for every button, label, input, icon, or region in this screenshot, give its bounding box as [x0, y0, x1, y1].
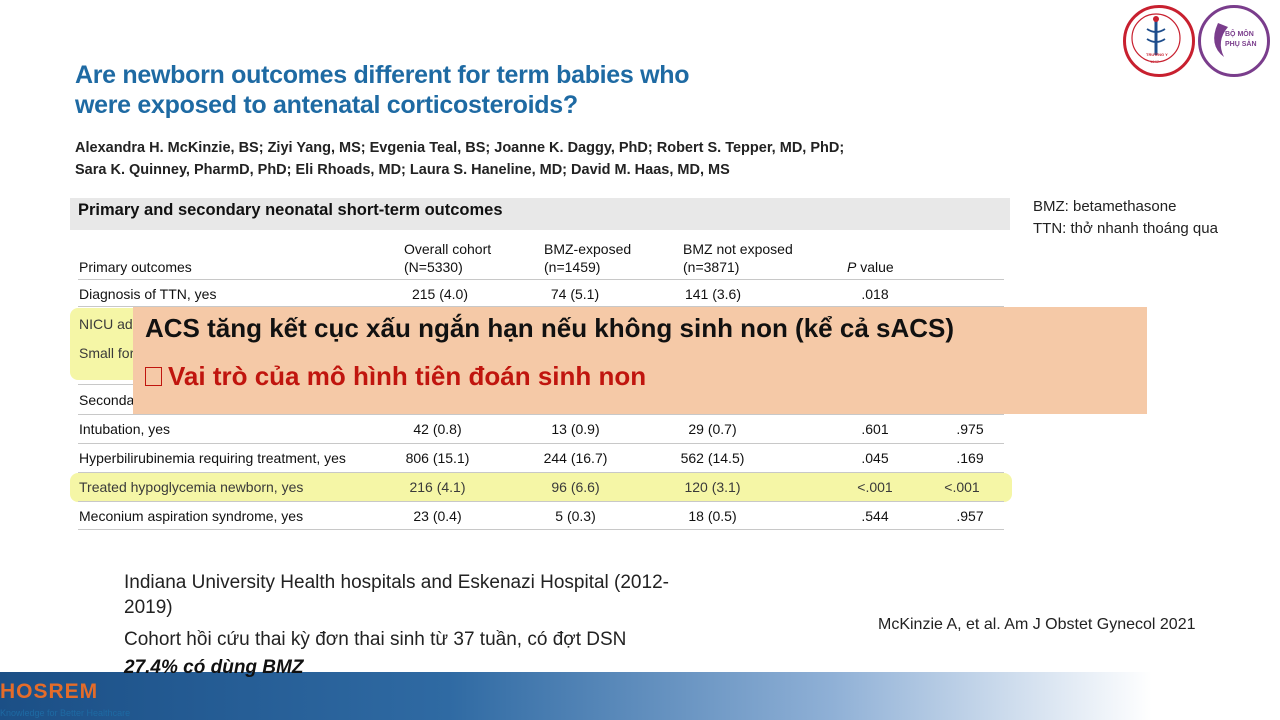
row-p-adjusted: .169: [956, 450, 984, 466]
row-divider: [78, 306, 1004, 307]
row-overall: 216 (4.1): [409, 479, 466, 495]
cohort-line4: 27.4% có dùng BMZ: [124, 657, 304, 678]
row-label: Intubation, yes: [79, 421, 171, 437]
column-header-overall-n: (N=5330): [404, 259, 463, 275]
table-caption-bar: Primary and secondary neonatal short-ter…: [70, 198, 1010, 230]
column-header-p-value: P value: [847, 258, 894, 276]
row-divider: [78, 443, 1004, 444]
row-ttn-bmz: 74 (5.1): [550, 286, 600, 302]
paper-title-line2: were exposed to antenatal corticosteroid…: [75, 91, 578, 119]
p-rest: value: [856, 259, 894, 275]
row-p-adjusted: .975: [956, 421, 984, 437]
paper-title: Are newborn outcomes different for term …: [75, 60, 795, 120]
column-header-bmz: BMZ-exposed (n=1459): [544, 240, 631, 276]
column-header-bmz-n: (n=1459): [544, 259, 601, 275]
column-header-overall-label: Overall cohort: [404, 241, 492, 257]
row-ttn-not-bmz: 141 (3.6): [684, 286, 742, 302]
column-header-bmz-label: BMZ-exposed: [544, 241, 632, 257]
row-overall: 806 (15.1): [405, 450, 470, 466]
row-not-bmz: 29 (0.7): [688, 421, 737, 437]
department-logo-label: BỘ MÔN PHỤ SẢN: [1225, 31, 1257, 48]
row-overall: 42 (0.8): [413, 421, 462, 437]
row-ttn-overall: 215 (4.0): [411, 286, 469, 302]
missing-glyph-box-icon: [145, 367, 162, 386]
cohort-description: Indiana University Health hospitals and …: [124, 570, 844, 620]
row-p: .045: [861, 450, 889, 466]
column-header-outcomes: Primary outcomes: [79, 259, 192, 275]
row-nicu-label: NICU adr: [79, 316, 138, 332]
row-divider: [78, 501, 1004, 502]
cohort-line2: 2019): [124, 597, 173, 618]
author-list-line2: Sara K. Quinney, PharmD, PhD; Eli Rhoads…: [75, 162, 730, 178]
row-divider: [78, 529, 1004, 530]
row-label: Meconium aspiration syndrome, yes: [79, 508, 304, 524]
row-bmz: 5 (0.3): [555, 508, 596, 524]
column-header-not-bmz-n: (n=3871): [683, 259, 740, 275]
row-bmz: 96 (6.6): [551, 479, 600, 495]
department-logo: BỘ MÔN PHỤ SẢN: [1198, 5, 1270, 77]
p-italic: P: [847, 259, 857, 275]
key-message-line1: ACS tăng kết cục xấu ngắn hạn nếu không …: [145, 313, 955, 343]
column-header-not-bmz: BMZ not exposed (n=3871): [683, 240, 793, 276]
cohort-line3: Cohort hồi cứu thai kỳ đơn thai sinh từ …: [124, 629, 627, 650]
author-list-line1: Alexandra H. McKinzie, BS; Ziyi Yang, MS…: [75, 140, 845, 156]
row-overall: 23 (0.4): [413, 508, 462, 524]
cohort-line1: Indiana University Health hospitals and …: [124, 572, 669, 593]
footer-band: [0, 672, 1280, 720]
row-label: Hyperbilirubinemia requiring treatment, …: [79, 450, 346, 466]
highlight-hypoglycemia: [70, 473, 1012, 502]
column-header-overall: Overall cohort (N=5330): [404, 240, 491, 276]
university-seal-logo: TRƯỜNG Y 1947: [1123, 5, 1195, 77]
abbreviation-definitions: BMZ: betamethasone TTN: thở nhanh thoáng…: [1033, 196, 1218, 240]
paper-title-line1: Are newborn outcomes different for term …: [75, 61, 690, 89]
column-header-not-bmz-label: BMZ not exposed: [683, 241, 793, 257]
key-message-callout: ACS tăng kết cục xấu ngắn hạn nếu không …: [133, 307, 1147, 414]
seal-left-label: TRƯỜNG Y: [1146, 52, 1168, 57]
author-list: Alexandra H. McKinzie, BS; Ziyi Yang, MS…: [75, 137, 915, 181]
row-p: .544: [861, 508, 889, 524]
row-not-bmz: 120 (3.1): [684, 479, 741, 495]
row-label: Treated hypoglycemia newborn, yes: [79, 479, 304, 495]
row-ttn-label: Diagnosis of TTN, yes: [79, 286, 217, 302]
row-ttn-p: .018: [861, 286, 889, 302]
row-divider: [78, 472, 1004, 473]
definition-bmz: BMZ: betamethasone: [1033, 198, 1177, 215]
row-small-label: Small for: [79, 345, 135, 361]
row-not-bmz: 562 (14.5): [680, 450, 745, 466]
hosrem-logo: HOSREM: [0, 680, 99, 703]
header-divider: [78, 279, 1004, 280]
secondary-outcomes-header: Seconda: [79, 392, 135, 408]
key-message-line2: Vai trò của mô hình tiên đoán sinh non: [145, 361, 646, 392]
table-caption: Primary and secondary neonatal short-ter…: [78, 201, 503, 219]
key-message-line2-text: Vai trò của mô hình tiên đoán sinh non: [168, 361, 647, 391]
citation: McKinzie A, et al. Am J Obstet Gynecol 2…: [878, 616, 1196, 633]
seal-left-year: 1947: [1150, 59, 1159, 64]
row-divider: [78, 414, 1004, 415]
row-not-bmz: 18 (0.5): [688, 508, 737, 524]
row-bmz: 13 (0.9): [551, 421, 600, 437]
row-p-adjusted: .957: [956, 508, 984, 524]
row-p: <.001: [857, 479, 893, 495]
definition-ttn: TTN: thở nhanh thoáng qua: [1033, 220, 1218, 237]
row-bmz: 244 (16.7): [543, 450, 608, 466]
hosrem-tagline: Knowledge for Better Healthcare: [0, 708, 131, 718]
row-p: .601: [861, 421, 889, 437]
row-p-adjusted: <.001: [944, 479, 980, 495]
